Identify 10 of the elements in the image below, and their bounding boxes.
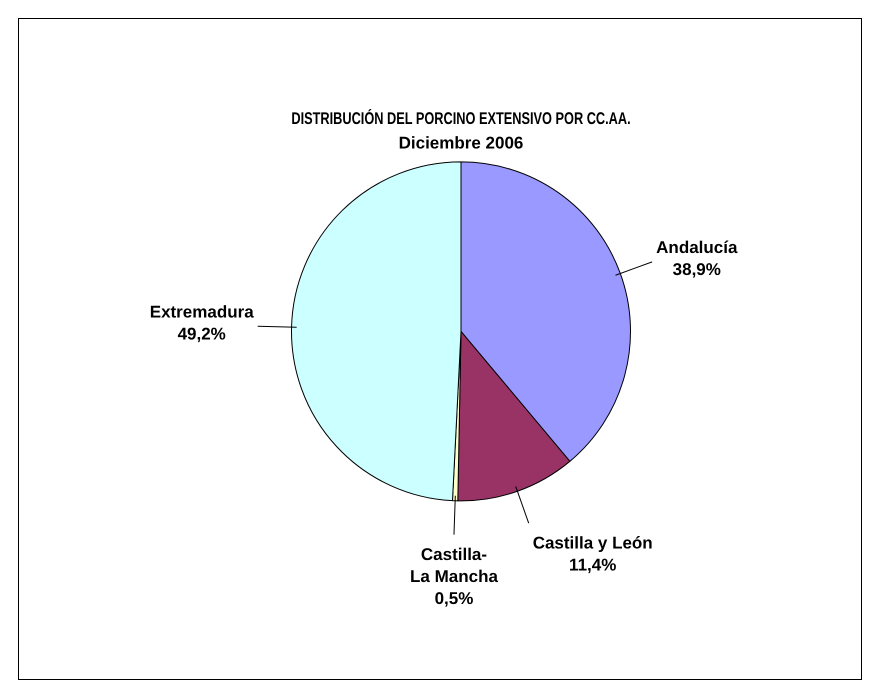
data-label: 0,5%	[434, 588, 474, 608]
data-label: 38,9%	[672, 260, 721, 280]
slice-label: Castilla-La Mancha	[410, 544, 498, 586]
chart-subtitle: Diciembre 2006	[398, 133, 524, 152]
slice-label: Castilla y León	[532, 533, 653, 552]
slice-label: Extremadura	[150, 302, 254, 322]
chart-title: DISTRIBUCIÓN DEL PORCINO EXTENSIVO POR CC.AA.	[291, 108, 631, 128]
data-label: 49,2%	[178, 324, 226, 344]
data-label: 11,4%	[569, 555, 616, 574]
slice-label: Andalucía	[656, 238, 738, 258]
